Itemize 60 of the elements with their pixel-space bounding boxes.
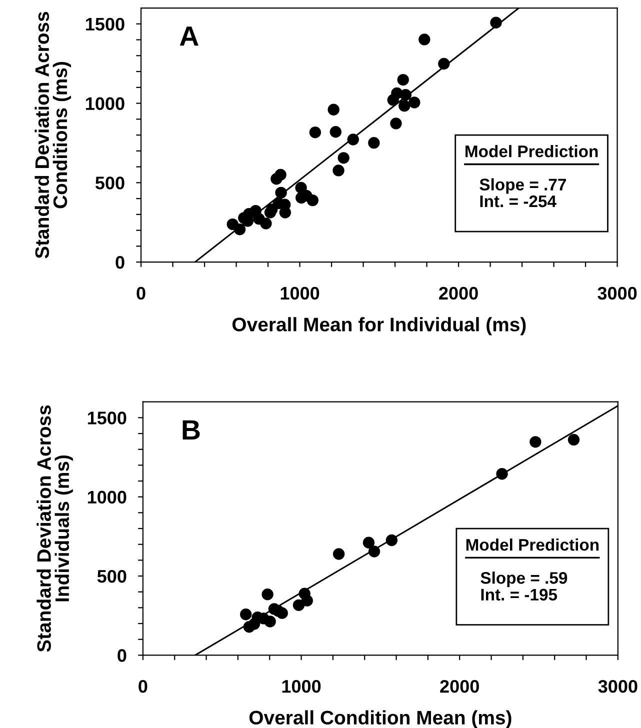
point <box>390 118 402 130</box>
x-axis-title: Overall Condition Mean (ms) <box>249 710 512 728</box>
point <box>234 224 246 236</box>
point <box>347 134 359 146</box>
point <box>276 607 288 619</box>
x-tick-label: 3000 <box>598 286 637 300</box>
x-tick-label: 3000 <box>598 680 638 693</box>
point <box>275 186 287 199</box>
point <box>408 96 420 108</box>
annotation: Slope = .59 Int. = -195 <box>480 572 568 601</box>
x-tick-label: 2000 <box>440 680 479 693</box>
y-tick-label: 1500 <box>86 18 124 31</box>
point <box>274 168 286 181</box>
point <box>309 126 322 138</box>
y-tick-label: 500 <box>95 176 124 190</box>
annotation: Model Prediction <box>466 145 598 158</box>
y-tick-label: 1500 <box>88 412 126 424</box>
point <box>398 100 410 112</box>
annotation: Model Prediction <box>466 538 599 551</box>
annotation: Slope = .77 Int. = -254 <box>480 178 566 208</box>
point <box>368 136 380 149</box>
point <box>496 468 508 480</box>
point <box>306 194 318 206</box>
point <box>260 218 272 230</box>
point <box>262 588 274 600</box>
point <box>292 599 305 612</box>
point <box>301 594 313 606</box>
point <box>240 608 252 620</box>
y-tick-label: 0 <box>118 649 126 662</box>
point <box>530 436 542 448</box>
point <box>438 58 450 70</box>
point <box>568 434 580 446</box>
point <box>332 548 345 560</box>
y-tick-label: 500 <box>97 570 126 583</box>
y-tick-label: 1000 <box>86 97 124 110</box>
point <box>264 616 276 628</box>
point <box>368 546 380 558</box>
x-axis-title: Overall Mean for Individual (ms) <box>232 317 526 336</box>
x-tick-label: 1000 <box>282 680 321 693</box>
x-tick-label: 0 <box>138 680 148 693</box>
point <box>332 164 344 176</box>
annotation: A <box>180 26 198 46</box>
point <box>330 126 342 138</box>
point <box>338 152 350 164</box>
point <box>362 536 375 548</box>
point <box>418 34 430 46</box>
x-tick-label: 1000 <box>280 286 320 300</box>
point <box>397 74 409 86</box>
annotation: B <box>182 420 200 440</box>
point <box>490 16 502 28</box>
y-axis-title: Standard Deviation Across Conditions (ms) <box>34 12 71 258</box>
point <box>386 534 398 546</box>
point <box>328 104 340 116</box>
y-axis-title: Standard Deviation Across Individuals (ms) <box>36 405 73 652</box>
y-tick-label: 1000 <box>88 490 126 504</box>
point <box>400 89 412 101</box>
x-tick-label: 0 <box>136 286 146 300</box>
x-tick-label: 2000 <box>439 286 478 300</box>
point <box>279 206 292 218</box>
y-tick-label: 0 <box>116 256 124 269</box>
